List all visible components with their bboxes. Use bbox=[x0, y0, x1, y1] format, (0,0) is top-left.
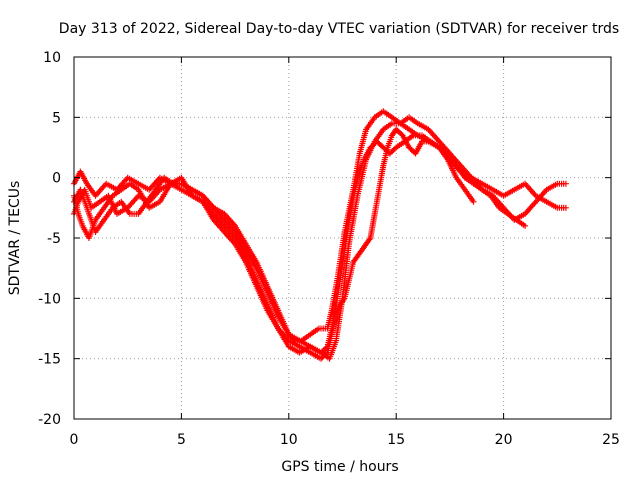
axis-ticks bbox=[73, 56, 612, 420]
y-tick-label: 5 bbox=[52, 110, 61, 126]
x-tick-label: 5 bbox=[177, 432, 186, 448]
series-trace bbox=[73, 110, 566, 342]
data-point bbox=[562, 204, 569, 211]
y-axis-label: SDTVAR / TECUs bbox=[7, 181, 23, 296]
y-tick-label: -15 bbox=[38, 352, 61, 368]
data-point bbox=[323, 344, 330, 351]
y-tick-label: 0 bbox=[52, 171, 61, 187]
x-tick-label: 25 bbox=[602, 432, 620, 448]
series-track-4 bbox=[71, 132, 529, 356]
y-tick-label: -20 bbox=[38, 412, 61, 428]
y-tick-label: -10 bbox=[38, 291, 61, 307]
y-tick-label: 10 bbox=[43, 50, 61, 66]
x-tick-label: 20 bbox=[495, 432, 513, 448]
x-tick-label: 0 bbox=[70, 432, 79, 448]
x-axis-label: GPS time / hours bbox=[281, 459, 398, 475]
series-track-3 bbox=[71, 126, 477, 362]
chart-title: Day 313 of 2022, Sidereal Day-to-day VTE… bbox=[59, 21, 619, 37]
data-series bbox=[71, 108, 569, 362]
data-point bbox=[522, 222, 529, 229]
data-point bbox=[470, 198, 477, 205]
x-tick-label: 10 bbox=[280, 432, 298, 448]
data-point bbox=[323, 350, 330, 357]
y-tick-labels: -20 -15 -10 -5 0 5 10 bbox=[38, 50, 61, 428]
data-point bbox=[562, 180, 569, 187]
series-trace bbox=[73, 116, 566, 360]
y-tick-label: -5 bbox=[47, 231, 61, 247]
x-tick-label: 15 bbox=[387, 432, 405, 448]
series-track-1 bbox=[71, 108, 569, 344]
x-tick-labels: 0 5 10 15 20 25 bbox=[70, 432, 620, 448]
